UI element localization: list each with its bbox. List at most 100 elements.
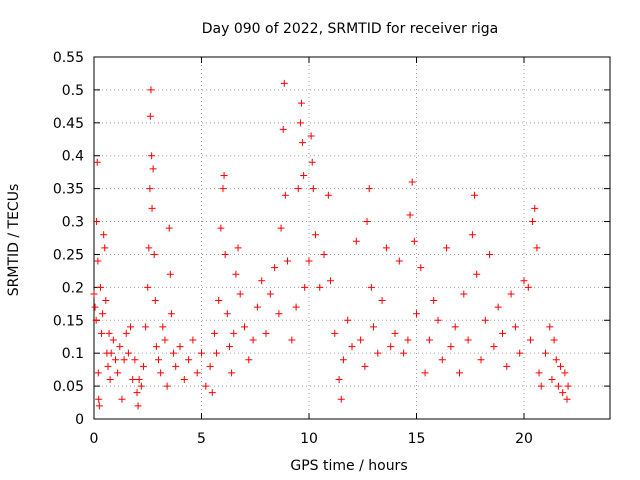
data-point [170, 349, 178, 357]
data-point [223, 310, 231, 318]
data-point [149, 165, 157, 173]
data-point [232, 270, 240, 278]
data-point [91, 303, 99, 311]
data-point [150, 250, 158, 258]
grid [94, 57, 610, 419]
data-point [100, 231, 108, 239]
data-point [548, 376, 556, 384]
data-point [131, 356, 139, 364]
data-point [421, 369, 429, 377]
x-tick-label: 20 [515, 431, 533, 447]
data-point [96, 283, 104, 291]
data-point [300, 171, 308, 179]
data-point [202, 382, 210, 390]
data-point [503, 362, 511, 370]
data-point [275, 310, 283, 318]
data-point [217, 224, 225, 232]
data-point [206, 362, 214, 370]
data-point [316, 283, 324, 291]
data-point [413, 310, 420, 318]
data-point [297, 99, 305, 107]
data-point [352, 237, 360, 245]
data-point [363, 218, 371, 226]
x-ticks: 0 5 10 15 20 [90, 57, 533, 447]
data-point [133, 389, 141, 397]
data-point [537, 382, 545, 390]
data-point [378, 297, 386, 305]
data-point [550, 336, 558, 344]
data-point [101, 244, 109, 252]
data-point [93, 158, 101, 166]
data-point [344, 316, 352, 324]
data-point [146, 185, 154, 193]
data-point [490, 343, 498, 351]
data-point [139, 362, 147, 370]
y-tick-label: 0 [75, 412, 84, 428]
data-point [116, 343, 124, 351]
data-point [307, 132, 315, 140]
data-point [142, 323, 150, 331]
data-point [370, 323, 377, 331]
data-point [337, 395, 345, 403]
data-point [311, 231, 319, 239]
data-point [301, 283, 309, 291]
data-point [481, 316, 489, 324]
data-point [451, 323, 459, 331]
data-point [118, 395, 126, 403]
data-point [241, 323, 248, 331]
data-point [471, 191, 479, 199]
data-point [434, 316, 442, 324]
data-point [357, 336, 365, 344]
data-point [561, 369, 569, 377]
data-point [114, 369, 122, 377]
y-tick-label: 0.35 [53, 182, 84, 198]
data-point [327, 277, 334, 285]
data-point [494, 303, 502, 311]
data-point [294, 185, 302, 193]
data-point [92, 316, 100, 324]
data-point [155, 356, 162, 364]
data-point [395, 257, 403, 265]
data-point [438, 356, 446, 364]
data-point [193, 369, 201, 377]
data-point [122, 329, 130, 337]
data-point [106, 376, 114, 384]
data-point [339, 356, 347, 364]
data-point [507, 290, 515, 298]
data-point [258, 277, 266, 285]
data-point [93, 218, 101, 226]
data-point [531, 204, 539, 212]
x-tick-label: 0 [90, 431, 99, 447]
data-point [137, 382, 145, 390]
x-tick-label: 5 [197, 431, 206, 447]
data-point [148, 204, 156, 212]
data-point [468, 231, 476, 239]
data-point [236, 290, 244, 298]
data-point [109, 336, 117, 344]
x-tick-label: 10 [300, 431, 318, 447]
data-point [99, 310, 107, 318]
data-point [172, 362, 180, 370]
data-point [129, 376, 137, 384]
data-point [152, 343, 160, 351]
data-point [107, 349, 115, 357]
x-tick-label: 15 [408, 431, 426, 447]
data-point [112, 356, 119, 364]
data-point [430, 297, 438, 305]
data-point [124, 349, 132, 357]
data-point [443, 244, 451, 252]
data-point [296, 119, 304, 127]
data-point [219, 185, 227, 193]
data-point [266, 290, 274, 298]
data-point [151, 297, 159, 305]
data-point [335, 376, 343, 384]
data-point [189, 336, 197, 344]
data-point [134, 402, 142, 410]
data-point [400, 349, 408, 357]
data-point [102, 297, 110, 305]
data-point [225, 343, 233, 351]
data-point [280, 79, 288, 87]
data-point [163, 382, 171, 390]
data-point [208, 389, 216, 397]
data-point [95, 395, 103, 403]
